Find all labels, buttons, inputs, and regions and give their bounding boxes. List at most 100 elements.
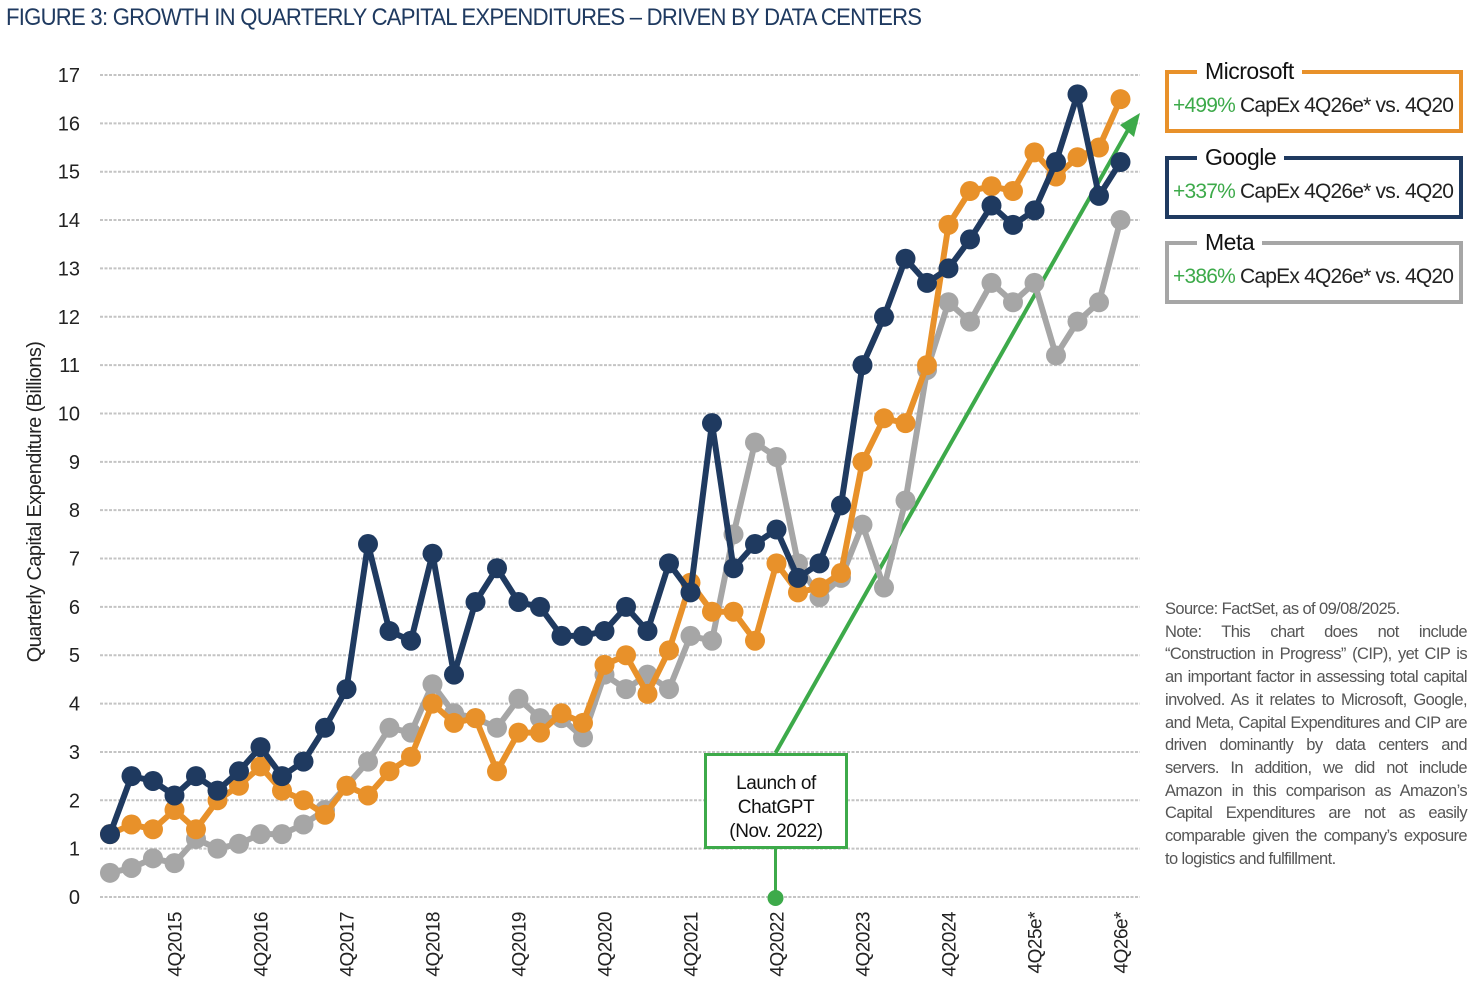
annotation-line: ChatGPT: [737, 797, 815, 818]
data-point: [573, 712, 593, 733]
data-point: [164, 785, 185, 806]
data-point: [895, 413, 916, 434]
data-point: [121, 766, 142, 787]
source-note: Source: FactSet, as of 09/08/2025. Note:…: [1165, 598, 1468, 870]
data-point: [401, 630, 421, 651]
data-point: [616, 596, 636, 617]
legend-google: Google +337% CapEx 4Q26e* vs. 4Q20: [1165, 144, 1463, 219]
legend-growth: +337% CapEx 4Q26e* vs. 4Q20: [1173, 180, 1454, 204]
data-point: [616, 679, 636, 700]
y-tick-label: 10: [58, 403, 80, 425]
x-tick-label: 4Q2020: [596, 912, 617, 977]
data-point: [1067, 311, 1088, 332]
note-text: Note: This chart does not include “Const…: [1165, 622, 1468, 868]
data-point: [1110, 152, 1131, 173]
data-point: [164, 853, 185, 874]
data-point: [401, 746, 421, 767]
data-point: [1024, 200, 1045, 221]
y-tick-label: 4: [69, 694, 80, 716]
y-tick-label: 17: [58, 65, 80, 87]
data-point: [573, 727, 593, 748]
data-point: [573, 625, 593, 646]
annotation-line: (Nov. 2022): [729, 821, 823, 842]
data-point: [315, 804, 335, 825]
data-point: [207, 838, 228, 859]
data-point: [1003, 214, 1023, 235]
data-point: [422, 543, 443, 564]
data-point: [121, 857, 142, 878]
growth-text: CapEx 4Q26e* vs. 4Q20: [1234, 265, 1454, 288]
data-point: [766, 446, 787, 467]
data-point: [487, 761, 507, 782]
y-tick-label: 2: [69, 790, 80, 812]
data-point: [938, 214, 959, 235]
data-point: [358, 534, 378, 555]
trend-arrow-line: [773, 129, 1130, 754]
data-point: [981, 272, 1002, 293]
data-point: [229, 833, 249, 854]
y-axis-label: Quarterly Capital Expenditure (Billions): [24, 342, 46, 663]
data-point: [938, 292, 959, 313]
growth-percent: +499%: [1173, 94, 1236, 117]
data-point: [487, 558, 507, 579]
data-point: [702, 630, 722, 651]
data-point: [831, 563, 851, 584]
data-point: [1067, 147, 1088, 168]
data-point: [379, 761, 400, 782]
data-point: [336, 775, 357, 796]
data-point: [143, 770, 163, 791]
data-point: [272, 766, 292, 787]
legend-microsoft: Microsoft +499% CapEx 4Q26e* vs. 4Q20: [1165, 58, 1463, 133]
data-point: [1003, 181, 1023, 202]
data-point: [1110, 210, 1131, 231]
x-tick-label: 4Q2015: [166, 912, 187, 977]
series-google: [100, 84, 1131, 845]
data-point: [530, 708, 550, 729]
data-point: [809, 577, 830, 598]
y-tick-label: 1: [69, 839, 80, 861]
x-tick-label: 4Q2019: [510, 912, 531, 977]
data-point: [874, 306, 894, 327]
data-point: [315, 717, 335, 738]
data-point: [981, 195, 1002, 216]
data-point: [874, 408, 894, 429]
data-point: [379, 621, 400, 642]
data-point: [594, 621, 615, 642]
y-tick-label: 16: [58, 113, 80, 135]
data-point: [487, 717, 507, 738]
data-point: [1110, 89, 1131, 110]
data-point: [229, 761, 249, 782]
data-point: [422, 674, 443, 695]
data-point: [1046, 345, 1066, 366]
data-point: [186, 766, 206, 787]
series-line: [107, 91, 1124, 836]
growth-text: CapEx 4Q26e* vs. 4Q20: [1234, 180, 1454, 203]
trend-arrow: [767, 113, 1140, 906]
data-point: [809, 553, 830, 574]
data-point: [1089, 137, 1109, 158]
data-point: [616, 645, 636, 666]
growth-percent: +337%: [1173, 180, 1236, 203]
data-point: [594, 654, 615, 675]
data-point: [745, 630, 765, 651]
data-point: [465, 592, 486, 613]
y-tick-label: 3: [69, 742, 80, 764]
data-point: [143, 819, 163, 840]
data-point: [1003, 292, 1023, 313]
x-tick-label: 4Q2018: [424, 912, 445, 977]
data-point: [551, 625, 572, 646]
data-point: [659, 679, 679, 700]
data-point: [659, 640, 679, 661]
series-microsoft: [100, 89, 1131, 845]
data-point: [164, 799, 185, 820]
data-point: [917, 272, 937, 293]
data-point: [680, 582, 701, 603]
legend-growth: +386% CapEx 4Q26e* vs. 4Q20: [1173, 265, 1454, 289]
data-point: [766, 553, 787, 574]
data-point: [530, 722, 550, 743]
data-point: [1089, 185, 1109, 206]
x-tick-label: 4Q2021: [682, 912, 703, 977]
x-tick-label: 4Q2023: [854, 912, 875, 977]
trend-arrow-head: [1120, 113, 1140, 137]
